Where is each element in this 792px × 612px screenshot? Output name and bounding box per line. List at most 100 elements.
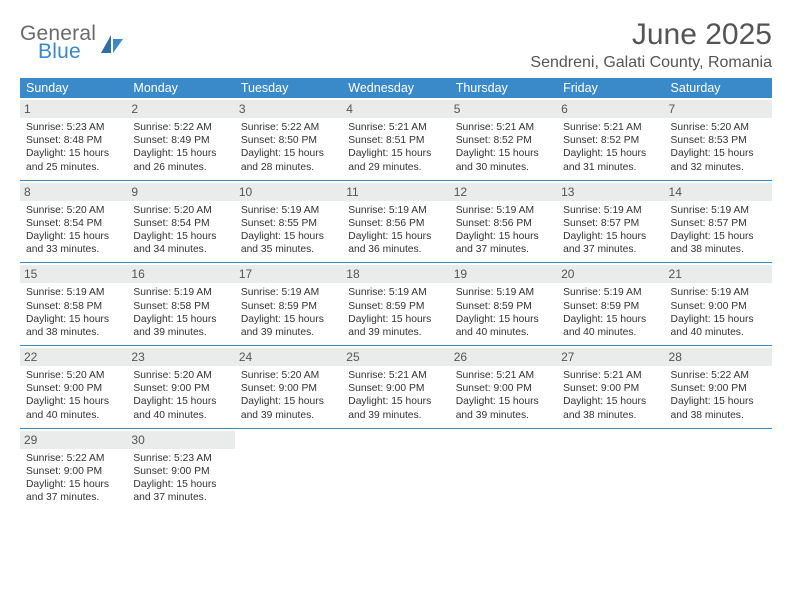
day-info: Sunrise: 5:20 AMSunset: 9:00 PMDaylight:… [26,369,121,422]
calendar-cell [450,428,557,510]
day-number: 30 [127,431,234,449]
calendar-cell: 6Sunrise: 5:21 AMSunset: 8:52 PMDaylight… [557,98,664,180]
calendar-cell: 9 Sunrise: 5:20 AMSunset: 8:54 PMDaylight… [127,180,234,263]
weekday-header: Saturday [665,78,772,98]
day-info: Sunrise: 5:19 AMSunset: 8:55 PMDaylight:… [241,204,336,257]
calendar-cell: 11Sunrise: 5:19 AMSunset: 8:56 PMDayligh… [342,180,449,263]
calendar-cell: 29 Sunrise: 5:22 AMSunset: 9:00 PMDayligh… [20,428,127,510]
day-number: 3 [235,100,342,118]
calendar-cell: 8 Sunrise: 5:20 AMSunset: 8:54 PMDaylight… [20,180,127,263]
weekday-header: Tuesday [235,78,342,98]
day-number: 9 [127,183,234,201]
day-number: 6 [557,100,664,118]
calendar-cell: 16Sunrise: 5:19 AMSunset: 8:58 PMDayligh… [127,263,234,346]
day-info: Sunrise: 5:19 AMSunset: 8:57 PMDaylight:… [563,204,658,257]
day-info: Sunrise: 5:22 AMSunset: 9:00 PMDaylight:… [671,369,766,422]
calendar-cell: 5 Sunrise: 5:21 AMSunset: 8:52 PMDaylight… [450,98,557,180]
day-number: 23 [127,348,234,366]
day-info: Sunrise: 5:20 AMSunset: 8:53 PMDaylight:… [671,121,766,174]
calendar-cell: 24 Sunrise: 5:20 AMSunset: 9:00 PMDayligh… [235,346,342,429]
day-info: Sunrise: 5:20 AMSunset: 9:00 PMDaylight:… [241,369,336,422]
calendar-row: 8 Sunrise: 5:20 AMSunset: 8:54 PMDaylight… [20,180,772,263]
day-number: 22 [20,348,127,366]
calendar-cell: 3 Sunrise: 5:22 AMSunset: 8:50 PMDaylight… [235,98,342,180]
day-number: 1 [20,100,127,118]
calendar-cell: 18 Sunrise: 5:19 AMSunset: 8:59 PMDayligh… [342,263,449,346]
calendar-cell: 10 Sunrise: 5:19 AMSunset: 8:55 PMDayligh… [235,180,342,263]
calendar-cell: 27 Sunrise: 5:21 AMSunset: 9:00 PMDayligh… [557,346,664,429]
calendar-cell: 4Sunrise: 5:21 AMSunset: 8:51 PMDaylight… [342,98,449,180]
weekday-header-row: Sunday Monday Tuesday Wednesday Thursday… [20,78,772,98]
calendar-cell: 19 Sunrise: 5:19 AMSunset: 8:59 PMDayligh… [450,263,557,346]
day-number: 27 [557,348,664,366]
day-info: Sunrise: 5:19 AMSunset: 8:59 PMDaylight:… [456,286,551,339]
day-info: Sunrise: 5:21 AMSunset: 9:00 PMDaylight:… [348,369,443,422]
day-info: Sunrise: 5:23 AMSunset: 9:00 PMDaylight:… [133,452,228,505]
logo-sail-icon [99,33,125,55]
day-number: 10 [235,183,342,201]
day-info: Sunrise: 5:19 AMSunset: 8:56 PMDaylight:… [456,204,551,257]
weekday-header: Sunday [20,78,127,98]
calendar-cell: 23Sunrise: 5:20 AMSunset: 9:00 PMDayligh… [127,346,234,429]
day-number: 8 [20,183,127,201]
day-number: 18 [342,265,449,283]
day-info: Sunrise: 5:19 AMSunset: 8:57 PMDaylight:… [671,204,766,257]
day-info: Sunrise: 5:19 AMSunset: 8:59 PMDaylight:… [348,286,443,339]
header: General Blue June 2025 Sendreni, Galati … [20,18,772,72]
day-info: Sunrise: 5:22 AMSunset: 9:00 PMDaylight:… [26,452,121,505]
day-number: 5 [450,100,557,118]
day-info: Sunrise: 5:22 AMSunset: 8:50 PMDaylight:… [241,121,336,174]
weekday-header: Monday [127,78,234,98]
day-info: Sunrise: 5:21 AMSunset: 9:00 PMDaylight:… [563,369,658,422]
calendar-cell: 26 Sunrise: 5:21 AMSunset: 9:00 PMDayligh… [450,346,557,429]
day-info: Sunrise: 5:20 AMSunset: 8:54 PMDaylight:… [133,204,228,257]
calendar-row: 22 Sunrise: 5:20 AMSunset: 9:00 PMDayligh… [20,346,772,429]
day-number: 13 [557,183,664,201]
calendar-cell: 14 Sunrise: 5:19 AMSunset: 8:57 PMDayligh… [665,180,772,263]
day-number: 24 [235,348,342,366]
calendar-cell: 30 Sunrise: 5:23 AMSunset: 9:00 PMDayligh… [127,428,234,510]
location: Sendreni, Galati County, Romania [530,54,772,72]
day-info: Sunrise: 5:19 AMSunset: 8:56 PMDaylight:… [348,204,443,257]
day-info: Sunrise: 5:19 AMSunset: 8:58 PMDaylight:… [133,286,228,339]
calendar-cell: 15Sunrise: 5:19 AMSunset: 8:58 PMDayligh… [20,263,127,346]
calendar-cell [342,428,449,510]
day-number: 7 [665,100,772,118]
calendar-table: Sunday Monday Tuesday Wednesday Thursday… [20,78,772,510]
calendar-cell: 17Sunrise: 5:19 AMSunset: 8:59 PMDayligh… [235,263,342,346]
calendar-row: 15Sunrise: 5:19 AMSunset: 8:58 PMDayligh… [20,263,772,346]
day-number: 2 [127,100,234,118]
day-number: 29 [20,431,127,449]
calendar-row: 29 Sunrise: 5:22 AMSunset: 9:00 PMDayligh… [20,428,772,510]
day-info: Sunrise: 5:19 AMSunset: 8:59 PMDaylight:… [563,286,658,339]
calendar-cell: 21Sunrise: 5:19 AMSunset: 9:00 PMDayligh… [665,263,772,346]
calendar-row: 1 Sunrise: 5:23 AMSunset: 8:48 PMDaylight… [20,98,772,180]
calendar-cell: 1 Sunrise: 5:23 AMSunset: 8:48 PMDaylight… [20,98,127,180]
day-info: Sunrise: 5:19 AMSunset: 8:58 PMDaylight:… [26,286,121,339]
calendar-cell: 20Sunrise: 5:19 AMSunset: 8:59 PMDayligh… [557,263,664,346]
weekday-header: Wednesday [342,78,449,98]
day-number: 28 [665,348,772,366]
day-info: Sunrise: 5:21 AMSunset: 8:52 PMDaylight:… [456,121,551,174]
calendar-cell: 28 Sunrise: 5:22 AMSunset: 9:00 PMDayligh… [665,346,772,429]
day-number: 17 [235,265,342,283]
day-info: Sunrise: 5:23 AMSunset: 8:48 PMDaylight:… [26,121,121,174]
calendar-cell: 22 Sunrise: 5:20 AMSunset: 9:00 PMDayligh… [20,346,127,429]
weekday-header: Thursday [450,78,557,98]
calendar-cell: 7 Sunrise: 5:20 AMSunset: 8:53 PMDaylight… [665,98,772,180]
day-number: 14 [665,183,772,201]
day-number: 26 [450,348,557,366]
day-info: Sunrise: 5:21 AMSunset: 8:51 PMDaylight:… [348,121,443,174]
day-info: Sunrise: 5:21 AMSunset: 9:00 PMDaylight:… [456,369,551,422]
calendar-cell [665,428,772,510]
month-title: June 2025 [530,18,772,52]
day-number: 19 [450,265,557,283]
calendar-cell [557,428,664,510]
day-info: Sunrise: 5:20 AMSunset: 8:54 PMDaylight:… [26,204,121,257]
day-number: 21 [665,265,772,283]
calendar-cell: 12 Sunrise: 5:19 AMSunset: 8:56 PMDayligh… [450,180,557,263]
title-block: June 2025 Sendreni, Galati County, Roman… [530,18,772,72]
weekday-header: Friday [557,78,664,98]
day-number: 25 [342,348,449,366]
day-number: 12 [450,183,557,201]
